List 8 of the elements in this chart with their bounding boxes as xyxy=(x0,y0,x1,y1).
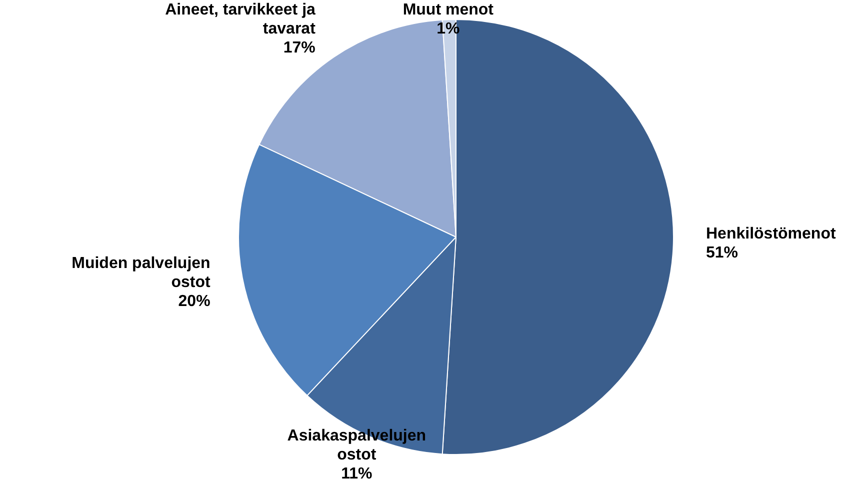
data-label: 51% xyxy=(706,244,738,262)
data-label: 20% xyxy=(178,292,210,310)
data-label: 11% xyxy=(341,465,372,482)
data-label: 17% xyxy=(283,39,316,56)
slice-label: Henkilöstömenot xyxy=(706,225,836,242)
slice-label: Aineet, tarvikkeet ja tavarat xyxy=(165,1,316,38)
slice-label: Muut menot xyxy=(402,1,494,18)
slice-label: Muiden palvelujen ostot xyxy=(72,254,211,291)
